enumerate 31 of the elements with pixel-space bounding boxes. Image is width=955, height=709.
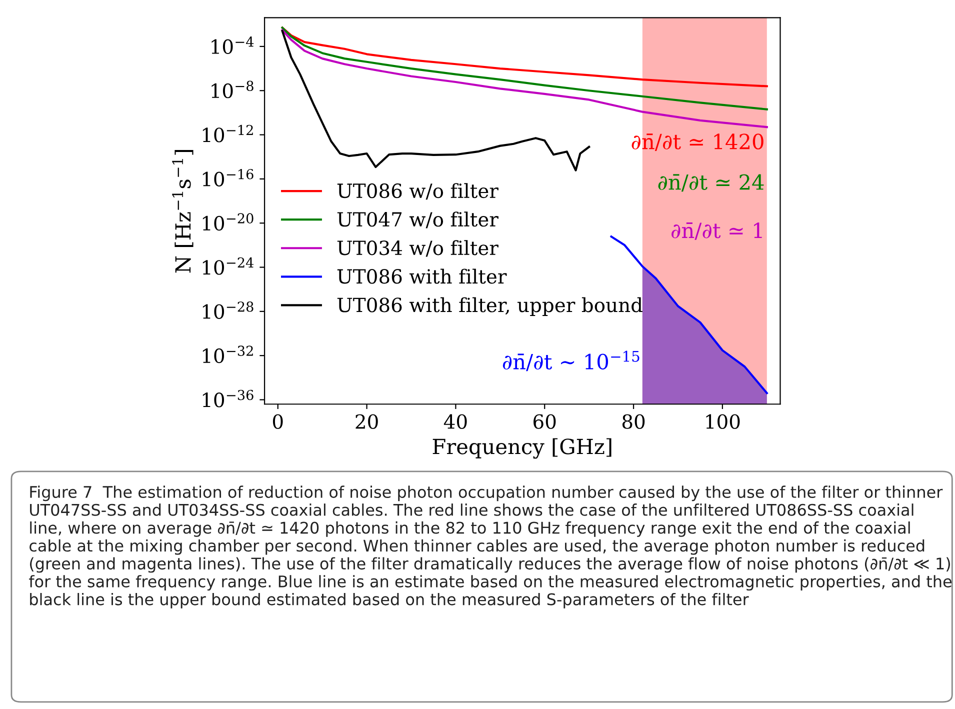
y-tick-label: 10$^{−16}$ [202, 169, 254, 186]
x-tick-label: 20 [356, 414, 378, 429]
y-axis-title: N [Hz$^{−1}$s$^{−1}$] [172, 150, 194, 273]
x-tick-label: 100 [706, 414, 740, 429]
y-tick-label: 10$^{−4}$ [212, 36, 254, 54]
legend-label: UT034 w/o filter [337, 240, 498, 257]
x-tick-label: 40 [444, 414, 467, 429]
line-series [281, 26, 768, 88]
line-series [281, 29, 768, 128]
line-series [281, 26, 768, 110]
annotation: ∂n̄/∂t ∼ 10$^{−15}$ [502, 350, 640, 372]
legend-label: UT047 w/o filter [337, 212, 498, 228]
caption: Figure 7 The estimation of reduction of noise photon occupation number caused by the use of the filter or thinner UT047SS-SS and UT034SS-SS coaxial cables. The red line shows the case of the unfiltered UT086SS-SS coaxial line, where on average ∂n̄/∂t ≃ 1420 photons in the 82 to 110 GHz frequency range exit the end of the coaxial cable at the mixing chamber per second. When thinner cables are used, the average photon number is reduced (green and magenta lines). The use of the filter dramatically reduces the average flow of noise photons (∂n̄/∂t ≪ 1) for the same frequency range. Blue line is an estimate based on the measured electromagnetic properties, and the black line is the upper bound estimated based on the measured S-parameters of the filter [29, 486, 952, 608]
y-tick-label: 10$^{−36}$ [202, 390, 254, 408]
legend-label: UT086 with filter [337, 268, 507, 284]
y-tick-label: 10$^{−12}$ [202, 124, 253, 142]
line-series [281, 30, 590, 172]
annotation: ∂n̄/∂t ≃ 24 [658, 174, 764, 192]
y-tick-label: 10$^{−20}$ [202, 213, 254, 231]
x-axis-title: Frequency [GHz] [432, 438, 612, 459]
y-tick-label: 10$^{−8}$ [212, 80, 254, 98]
legend-label: UT086 with filter, upper bound [337, 297, 642, 316]
annotation: ∂n̄/∂t ≃ 1420 [632, 134, 764, 152]
x-tick-label: 0 [272, 414, 283, 429]
annotation: ∂n̄/∂t ≃ 1 [672, 222, 762, 240]
x-tick-label: 60 [534, 414, 556, 429]
legend-label: UT086 w/o filter [337, 183, 498, 200]
x-tick-label: 80 [622, 414, 645, 429]
y-tick-label: 10$^{−28}$ [202, 301, 254, 319]
y-tick-label: 10$^{−24}$ [202, 257, 254, 275]
y-tick-label: 10$^{−32}$ [202, 346, 253, 364]
